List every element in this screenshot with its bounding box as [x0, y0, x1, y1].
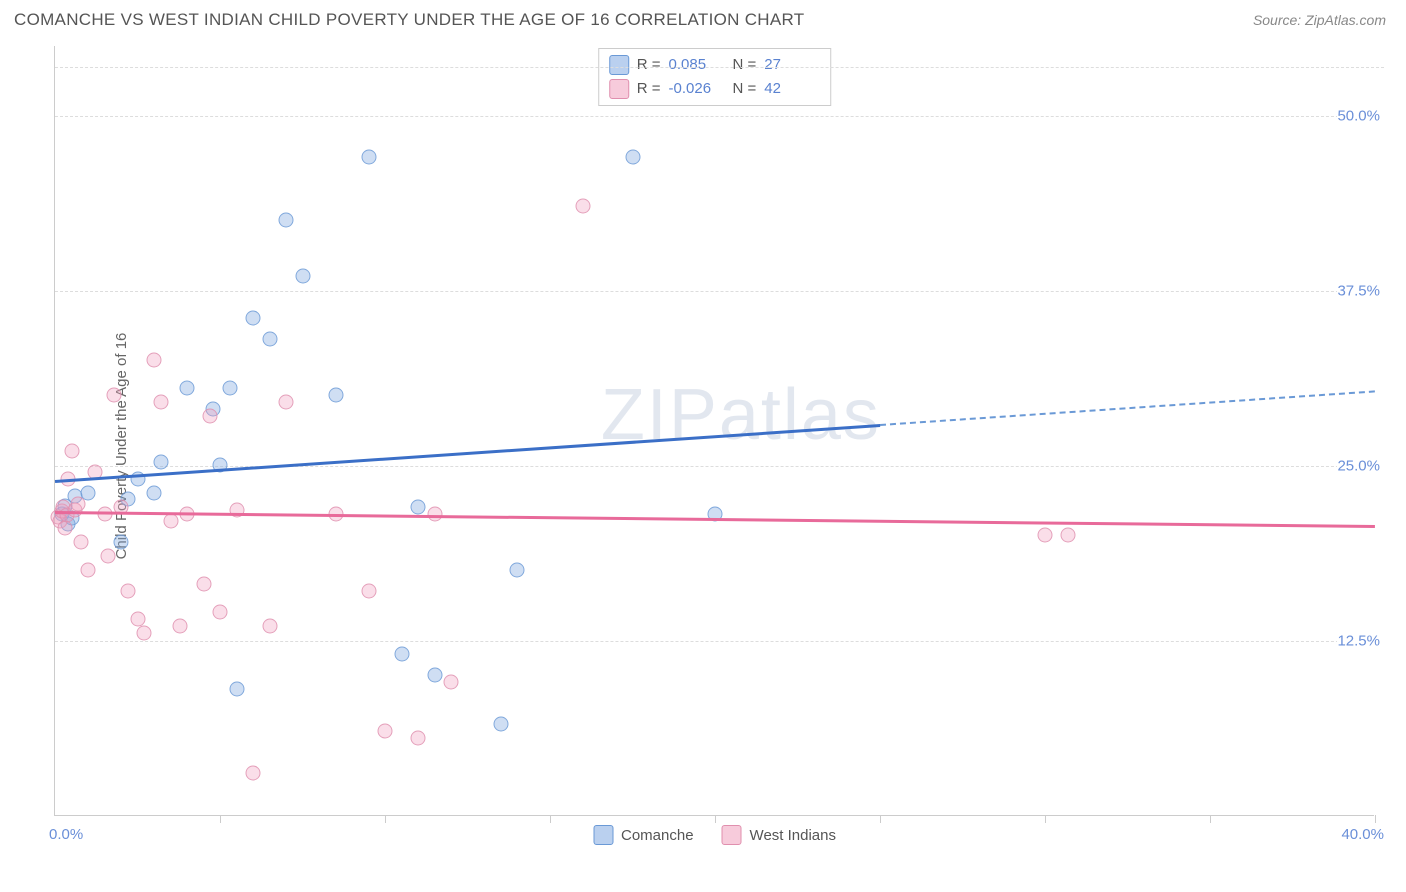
- x-tick-mark: [1210, 815, 1211, 823]
- trend-line: [55, 424, 880, 482]
- data-point: [411, 731, 426, 746]
- x-tick-mark: [220, 815, 221, 823]
- data-point: [114, 535, 129, 550]
- x-tick-mark: [880, 815, 881, 823]
- data-point: [361, 584, 376, 599]
- legend-item: Comanche: [593, 825, 694, 845]
- x-axis-min-label: 0.0%: [49, 826, 83, 843]
- gridline: [55, 291, 1384, 292]
- data-point: [427, 668, 442, 683]
- correlation-legend: R = 0.085 N = 27 R = -0.026 N = 42: [598, 48, 832, 106]
- legend-r-label: R =: [637, 77, 661, 101]
- data-point: [120, 584, 135, 599]
- y-tick-label: 50.0%: [1337, 108, 1384, 125]
- chart-container: Child Poverty Under the Age of 16 ZIPatl…: [14, 36, 1394, 856]
- legend-n-value: 27: [764, 53, 820, 77]
- data-point: [246, 311, 261, 326]
- data-point: [411, 500, 426, 515]
- legend-item: West Indians: [722, 825, 836, 845]
- data-point: [1038, 528, 1053, 543]
- data-point: [100, 549, 115, 564]
- x-tick-mark: [1375, 815, 1376, 823]
- data-point: [262, 619, 277, 634]
- data-point: [196, 577, 211, 592]
- legend-n-label: N =: [733, 77, 757, 101]
- data-point: [130, 612, 145, 627]
- data-point: [180, 381, 195, 396]
- gridline: [55, 116, 1384, 117]
- data-point: [213, 605, 228, 620]
- data-point: [279, 213, 294, 228]
- data-point: [295, 269, 310, 284]
- x-tick-mark: [550, 815, 551, 823]
- gridline: [55, 641, 1384, 642]
- data-point: [328, 388, 343, 403]
- data-point: [361, 150, 376, 165]
- legend-row: R = 0.085 N = 27: [609, 53, 821, 77]
- data-point: [147, 486, 162, 501]
- plot-area: ZIPatlas R =0.085N =27R =-0.026N =42 Com…: [54, 46, 1374, 816]
- legend-r-value: -0.026: [669, 77, 725, 101]
- data-point: [137, 626, 152, 641]
- x-tick-mark: [715, 815, 716, 823]
- data-point: [229, 682, 244, 697]
- data-point: [510, 563, 525, 578]
- data-point: [147, 353, 162, 368]
- y-tick-label: 37.5%: [1337, 283, 1384, 300]
- data-point: [246, 766, 261, 781]
- data-point: [576, 199, 591, 214]
- chart-title: COMANCHE VS WEST INDIAN CHILD POVERTY UN…: [14, 10, 804, 30]
- legend-swatch: [609, 79, 629, 99]
- data-point: [262, 332, 277, 347]
- legend-swatch: [722, 825, 742, 845]
- y-tick-label: 12.5%: [1337, 633, 1384, 650]
- data-point: [222, 381, 237, 396]
- data-point: [625, 150, 640, 165]
- data-point: [81, 563, 96, 578]
- data-point: [378, 724, 393, 739]
- data-point: [153, 455, 168, 470]
- data-point: [173, 619, 188, 634]
- legend-swatch: [593, 825, 613, 845]
- data-point: [203, 409, 218, 424]
- data-point: [1061, 528, 1076, 543]
- data-point: [279, 395, 294, 410]
- gridline: [55, 67, 1384, 68]
- data-point: [493, 717, 508, 732]
- legend-n-value: 42: [764, 77, 820, 101]
- data-point: [107, 388, 122, 403]
- data-point: [394, 647, 409, 662]
- x-axis-max-label: 40.0%: [1341, 826, 1384, 843]
- trend-line-extrapolated: [880, 390, 1375, 426]
- data-point: [444, 675, 459, 690]
- data-point: [163, 514, 178, 529]
- series-legend: Comanche West Indians: [593, 825, 836, 845]
- chart-header: COMANCHE VS WEST INDIAN CHILD POVERTY UN…: [0, 0, 1406, 36]
- legend-series-label: West Indians: [750, 827, 836, 844]
- data-point: [74, 535, 89, 550]
- data-point: [153, 395, 168, 410]
- x-tick-mark: [385, 815, 386, 823]
- legend-n-label: N =: [733, 53, 757, 77]
- legend-series-label: Comanche: [621, 827, 694, 844]
- y-tick-label: 25.0%: [1337, 458, 1384, 475]
- legend-r-value: 0.085: [669, 53, 725, 77]
- watermark: ZIPatlas: [601, 374, 881, 456]
- legend-r-label: R =: [637, 53, 661, 77]
- source-attribution: Source: ZipAtlas.com: [1253, 12, 1386, 28]
- legend-row: R = -0.026 N = 42: [609, 77, 821, 101]
- data-point: [71, 497, 86, 512]
- legend-swatch: [609, 55, 629, 75]
- data-point: [64, 444, 79, 459]
- x-tick-mark: [1045, 815, 1046, 823]
